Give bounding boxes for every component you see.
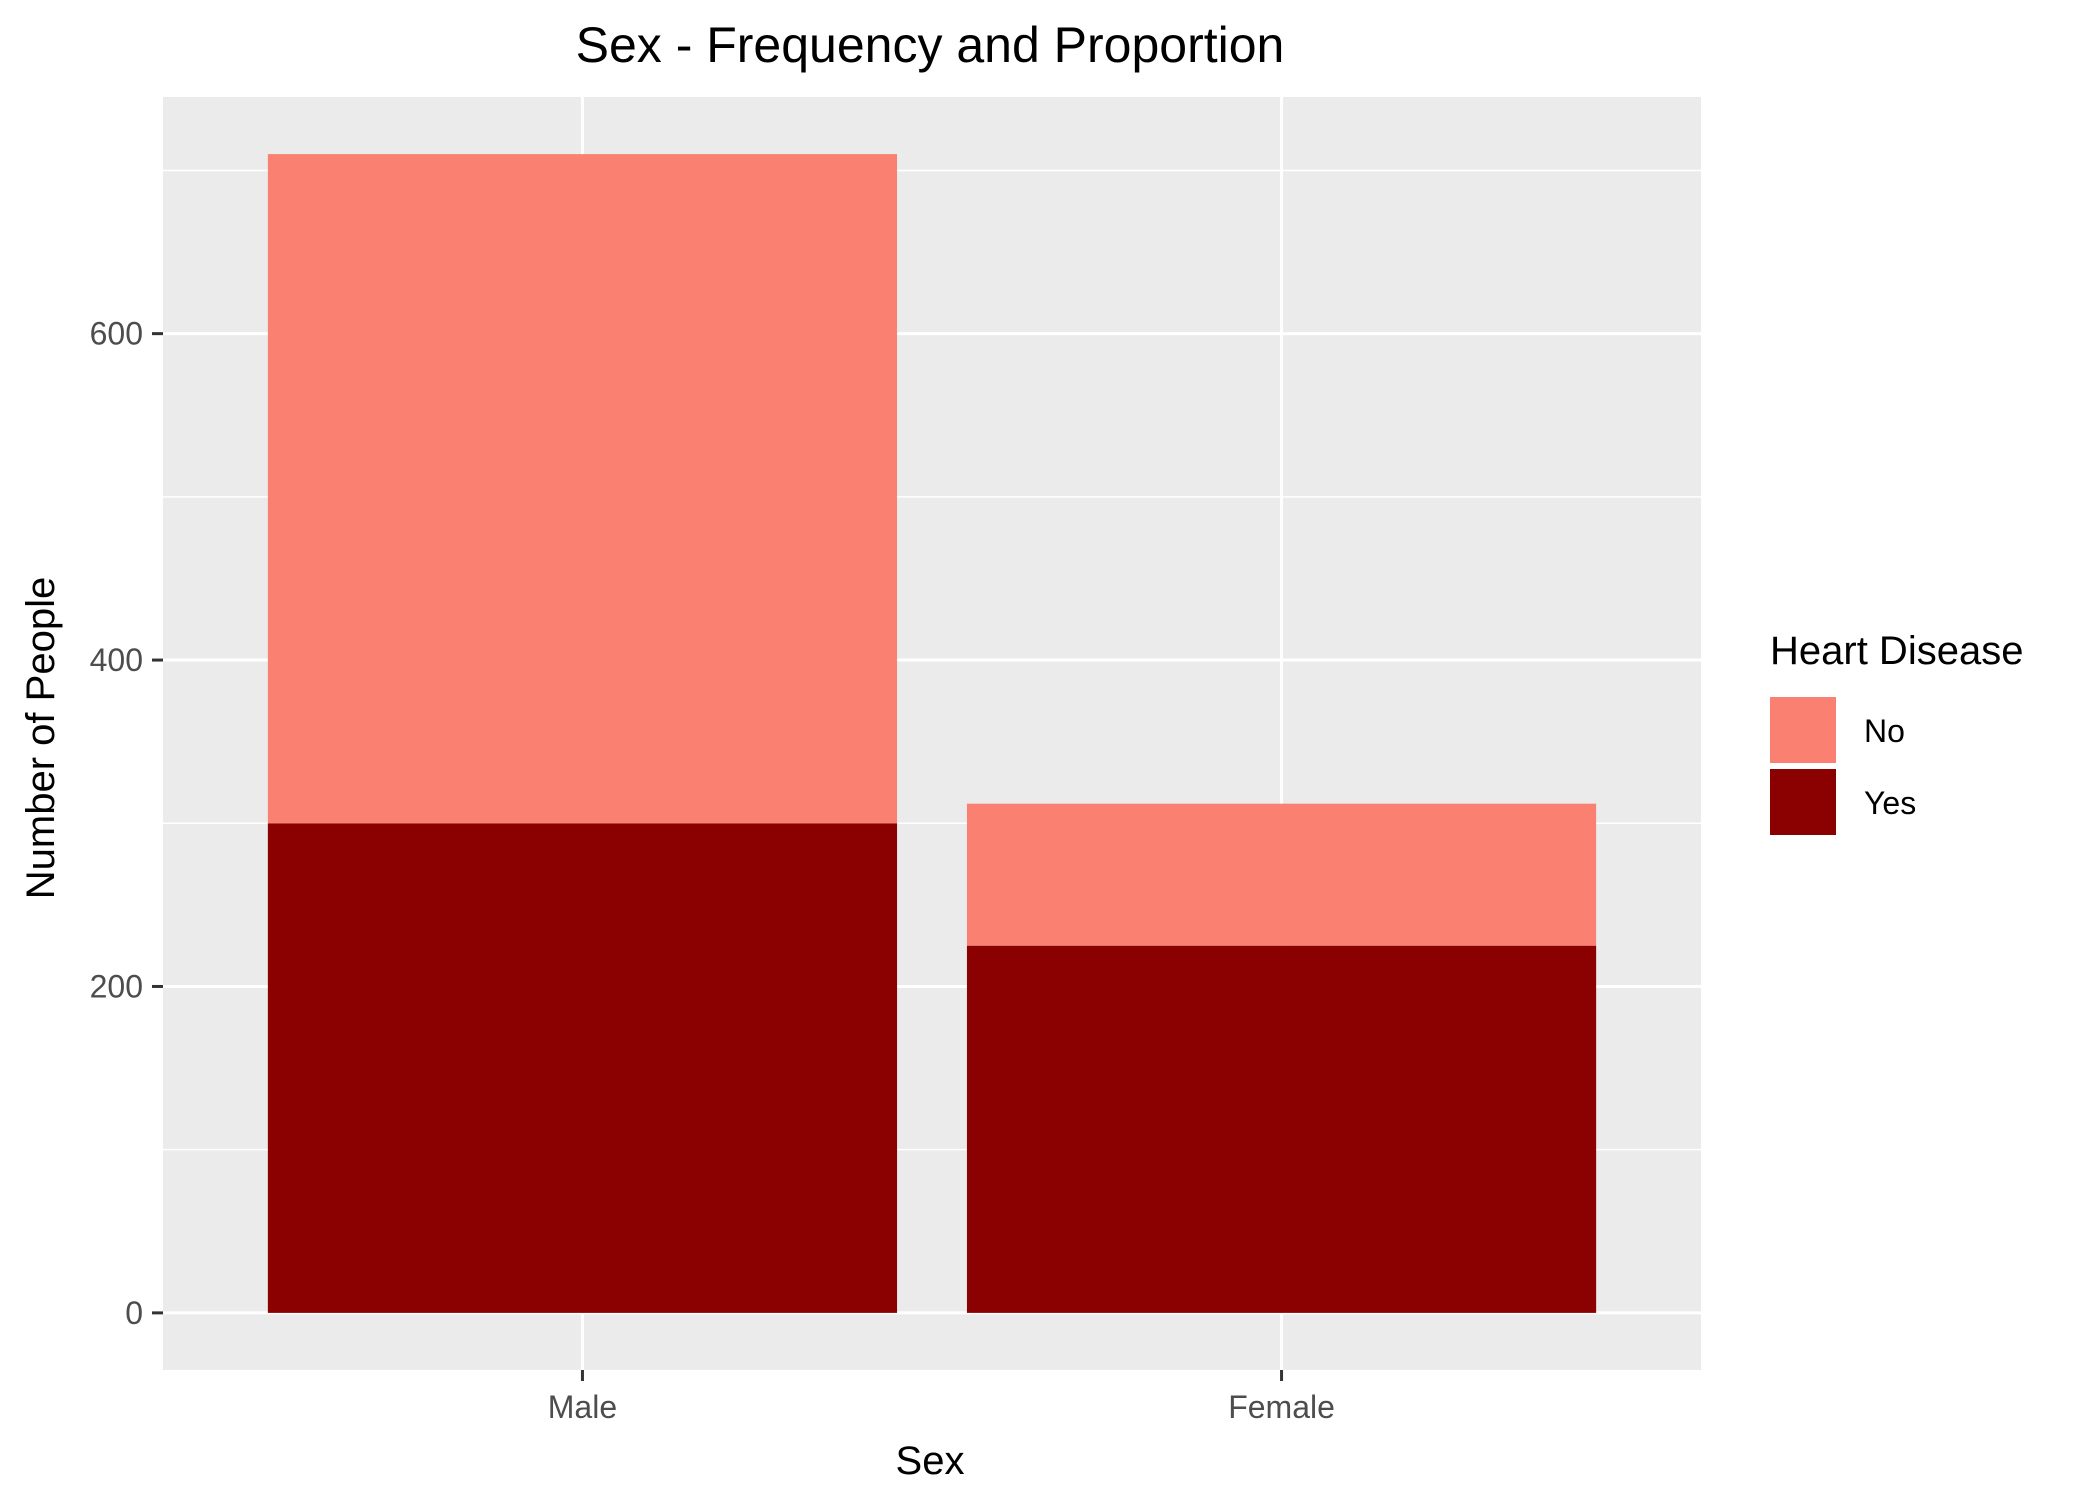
x-axis-title: Sex <box>896 1439 965 1483</box>
y-axis: 0 200 400 600 <box>90 316 163 1331</box>
bar-male-no <box>267 154 898 824</box>
bar-female-yes <box>966 945 1597 1313</box>
y-tick-label: 400 <box>90 642 143 678</box>
legend-key-no <box>1770 697 1836 763</box>
y-tick-label: 600 <box>90 316 143 352</box>
legend-label-no: No <box>1864 713 1905 749</box>
y-tick-label: 0 <box>125 1295 143 1331</box>
legend-label-yes: Yes <box>1864 785 1916 821</box>
bar-male-yes <box>267 823 898 1313</box>
legend-title: Heart Disease <box>1770 629 2023 673</box>
y-axis-title: Number of People <box>19 577 63 899</box>
x-tick-label: Male <box>548 1389 617 1425</box>
bar-female-no <box>966 803 1597 946</box>
bar-layer <box>267 154 1597 1313</box>
legend-items: No Yes <box>1770 697 1916 835</box>
legend: Heart Disease No Yes <box>1770 629 2023 835</box>
x-axis: Male Female <box>548 1370 1335 1425</box>
x-tick-label: Female <box>1228 1389 1335 1425</box>
chart-title: Sex - Frequency and Proportion <box>576 17 1285 73</box>
legend-key-yes <box>1770 769 1836 835</box>
y-tick-label: 200 <box>90 968 143 1004</box>
